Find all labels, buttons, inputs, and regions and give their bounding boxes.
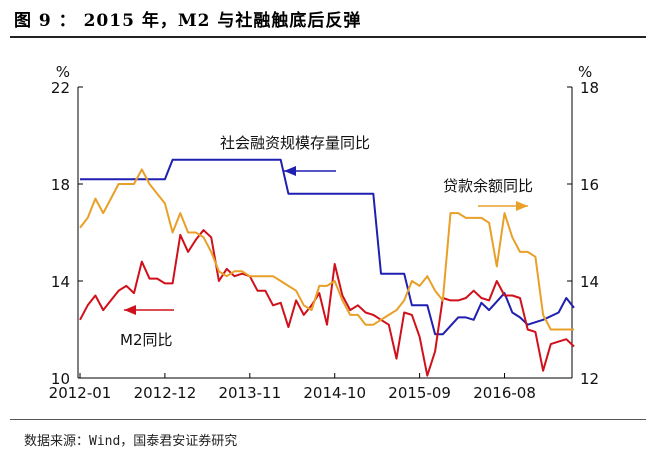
annotation-social-financing: 社会融资规模存量同比 xyxy=(220,134,370,152)
right-axis-unit: % xyxy=(578,63,592,81)
x-axis: 2012-01 2012-12 2013-11 2014-10 2015-09 2016-… xyxy=(49,373,572,402)
left-axis-unit: % xyxy=(56,63,70,81)
x-tick-label-4: 2015-09 xyxy=(388,384,451,402)
x-tick-label-5: 2016-08 xyxy=(473,384,536,402)
source-note: 数据来源：Wind，国泰君安证券研究 xyxy=(24,434,238,449)
arrow-m2-head xyxy=(124,305,136,315)
series-line-loans xyxy=(79,168,574,331)
right-tick-label-3: 18 xyxy=(580,79,599,97)
annotation-loans: 贷款余额同比 xyxy=(443,177,533,195)
arrow-social-financing-head xyxy=(284,166,296,176)
left-tick-label-2: 18 xyxy=(51,176,70,194)
right-tick-label-0: 12 xyxy=(580,370,599,388)
source-rule xyxy=(10,419,646,420)
right-tick-label-2: 16 xyxy=(580,176,599,194)
x-tick-label-1: 2012-12 xyxy=(134,384,197,402)
left-tick-label-0: 10 xyxy=(51,370,70,388)
left-y-axis: 10 14 18 22% xyxy=(51,63,83,388)
right-y-axis: 12 14 16 18% xyxy=(567,63,599,388)
title-rule xyxy=(10,36,646,38)
series-line-m2 xyxy=(79,229,575,377)
annotation-m2: M2同比 xyxy=(120,331,173,349)
right-tick-label-1: 14 xyxy=(580,273,599,291)
x-tick-label-2: 2013-11 xyxy=(218,384,281,402)
arrow-loans xyxy=(478,201,528,211)
figure-title: 图 9 ： 2015 年，M2 与社融触底后反弹 xyxy=(14,11,362,31)
x-tick-label-0: 2012-01 xyxy=(49,384,112,402)
left-tick-label-3: 22 xyxy=(51,79,70,97)
series-layer xyxy=(79,158,575,377)
arrow-social-financing xyxy=(284,166,336,176)
series-line-social_financing xyxy=(80,158,575,336)
left-tick-label-1: 14 xyxy=(51,273,70,291)
arrow-m2 xyxy=(124,305,174,315)
m2-social-financing-chart: 10 14 18 22% 12 14 16 18% 2012-01 2012-12 2013-1… xyxy=(49,63,599,402)
x-tick-label-3: 2014-10 xyxy=(303,384,366,402)
arrow-loans-head xyxy=(516,201,528,211)
